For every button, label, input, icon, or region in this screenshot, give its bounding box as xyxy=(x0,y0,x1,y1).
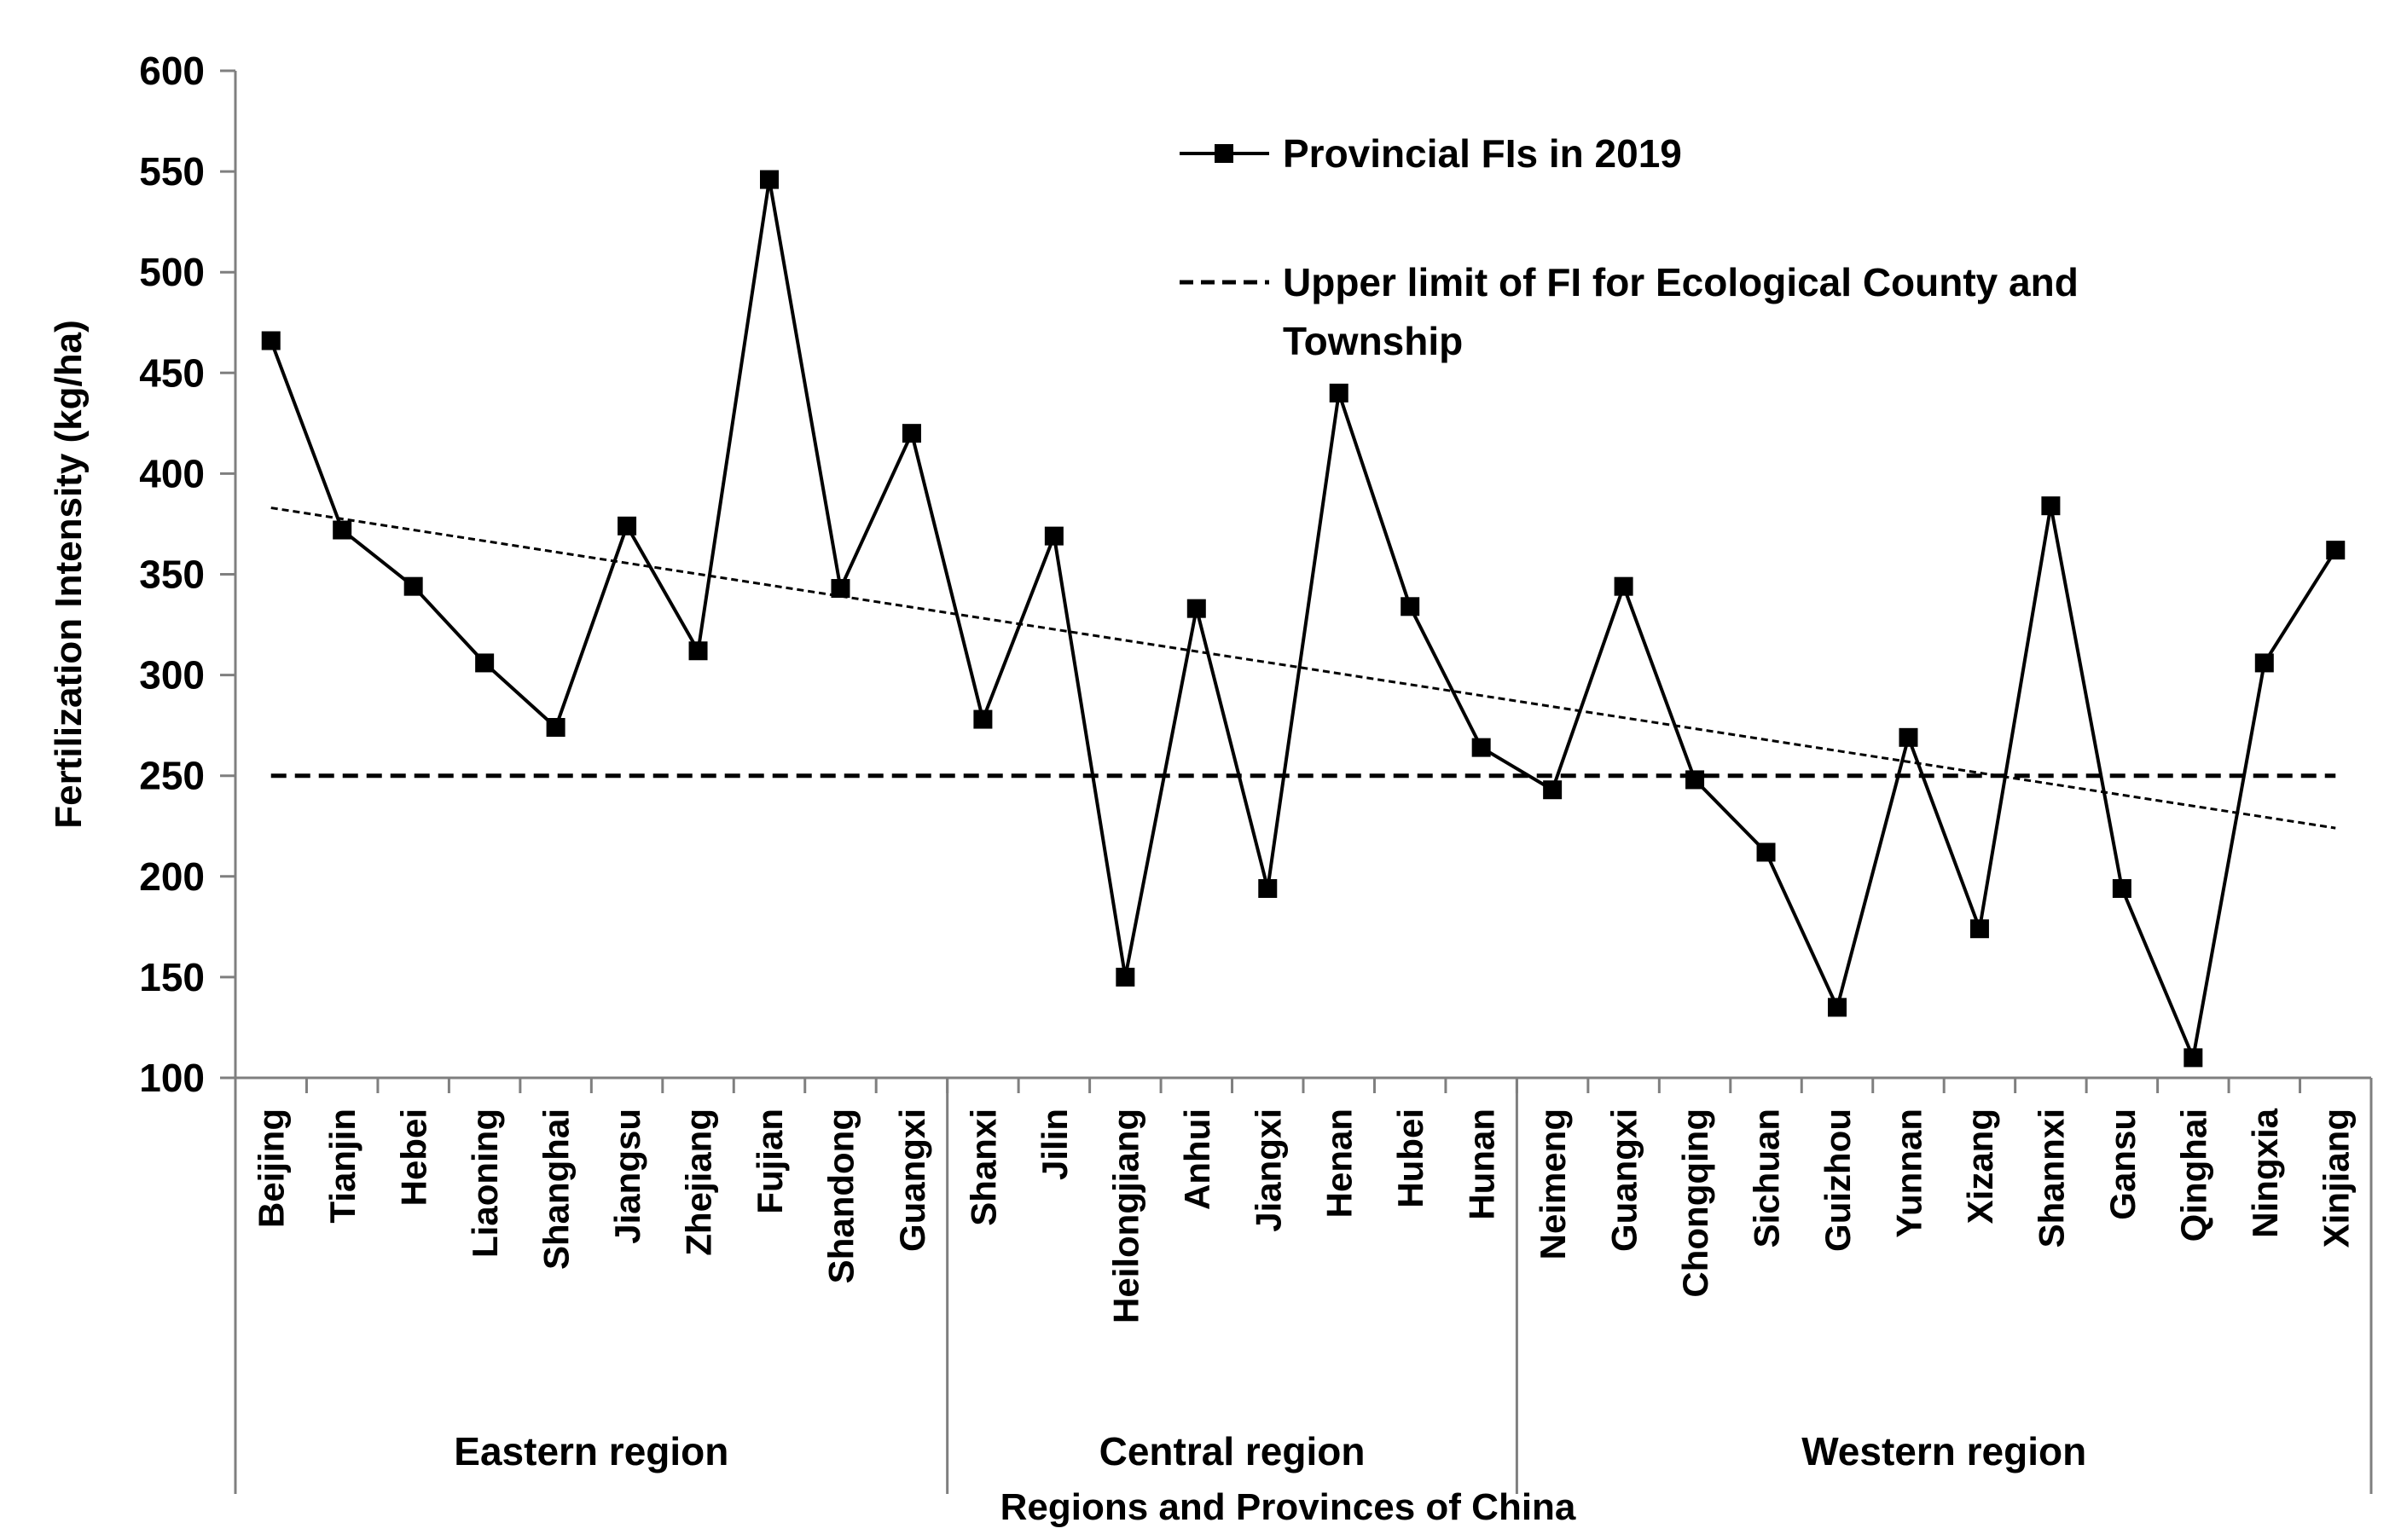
x-category-label: Yunnan xyxy=(1888,1109,1928,1238)
x-category-label: Ningxia xyxy=(2245,1108,2285,1237)
y-tick-label: 250 xyxy=(139,754,205,798)
fi-point xyxy=(973,709,993,729)
region-label: Eastern region xyxy=(454,1429,728,1473)
fi-point xyxy=(1685,770,1705,790)
fi-point xyxy=(2041,496,2061,516)
x-axis-title: Regions and Provinces of China xyxy=(1000,1486,1576,1528)
fi-point xyxy=(546,718,565,738)
region-group: Eastern region Central region Western regi… xyxy=(234,1078,2373,1494)
fi-point xyxy=(403,576,423,596)
x-category-label: Anhui xyxy=(1177,1109,1217,1210)
x-category-label: Liaoning xyxy=(465,1109,505,1258)
fi-point xyxy=(1471,738,1491,757)
series-group xyxy=(261,170,2346,1068)
y-tick-group: 100 150 200 250 300 350 400 450 500 550 600 xyxy=(139,49,235,1100)
x-category-label: Guizhou xyxy=(1818,1109,1858,1252)
x-category-label: Tianjin xyxy=(322,1109,362,1224)
fi-point xyxy=(475,653,495,673)
x-category-label: Jilin xyxy=(1035,1109,1075,1180)
fi-point xyxy=(333,520,352,540)
fi-point xyxy=(1401,597,1420,617)
fi-point xyxy=(831,579,850,599)
fi-point xyxy=(688,641,708,661)
y-tick-label: 600 xyxy=(139,49,205,93)
legend-label-fi: Provincial FIs in 2019 xyxy=(1283,131,1682,176)
fi-point xyxy=(1329,383,1348,402)
region-label: Western region xyxy=(1801,1429,2086,1473)
fi-point xyxy=(261,331,281,350)
legend-label-upper-limit-cont: Township xyxy=(1283,319,1463,363)
x-category-label: Beijing xyxy=(252,1109,292,1228)
x-category-label: Xinjiang xyxy=(2316,1109,2356,1248)
x-category-label: Hubei xyxy=(1390,1109,1430,1208)
x-category-label: Hunan xyxy=(1462,1109,1502,1220)
fi-point xyxy=(618,516,637,536)
y-tick-label: 450 xyxy=(139,350,205,395)
fi-point xyxy=(1756,842,1776,862)
x-category-label: Qinghai xyxy=(2173,1109,2213,1242)
x-category-label: Hebei xyxy=(394,1109,434,1206)
y-tick-label: 500 xyxy=(139,250,205,294)
fi-point xyxy=(1614,576,1633,596)
x-category-group: Beijing Tianjin Hebei Liaoning Shanghai Jiang… xyxy=(234,1078,2373,1323)
fi-point xyxy=(1186,599,1206,618)
trend-line xyxy=(270,507,2336,830)
fi-point xyxy=(1899,727,1918,747)
y-tick-label: 100 xyxy=(139,1056,205,1100)
fi-point xyxy=(2326,541,2346,560)
x-category-label: Sichuan xyxy=(1747,1109,1787,1248)
fi-point xyxy=(2184,1048,2203,1068)
x-category-label: Shannxi xyxy=(2031,1109,2071,1248)
fi-line xyxy=(269,179,2337,1064)
y-tick-label: 350 xyxy=(139,553,205,597)
x-category-label: Fujian xyxy=(750,1109,790,1214)
y-tick-label: 300 xyxy=(139,653,205,698)
x-category-label: Guangxi xyxy=(892,1109,932,1252)
y-tick-label: 550 xyxy=(139,149,205,194)
fi-point xyxy=(1543,780,1563,800)
fi-point xyxy=(1258,878,1278,898)
x-category-label: Jiangxi xyxy=(1248,1109,1288,1232)
fi-point xyxy=(760,170,779,189)
x-category-label: Gansu xyxy=(2102,1109,2143,1220)
legend-label-upper-limit: Upper limit of FI for Ecological County … xyxy=(1283,260,2079,304)
fi-point xyxy=(902,424,921,443)
x-category-label: Shandong xyxy=(821,1109,861,1283)
region-label: Central region xyxy=(1099,1429,1366,1473)
fi-point xyxy=(2112,878,2131,898)
fi-point xyxy=(1044,526,1064,546)
y-tick-label: 150 xyxy=(139,955,205,999)
x-category-label: Xizang xyxy=(1960,1109,2000,1224)
y-tick-label: 400 xyxy=(139,451,205,495)
x-category-label: Shanxi xyxy=(963,1109,1003,1226)
fi-point xyxy=(2254,653,2274,673)
legend: Provincial FIs in 2019 Upper limit of FI… xyxy=(1180,131,2079,363)
x-category-label: Neimeng xyxy=(1533,1109,1573,1259)
fi-point xyxy=(1828,998,1847,1017)
x-category-label: Guangxi xyxy=(1604,1109,1644,1252)
x-category-label: Heilongjiang xyxy=(1105,1109,1145,1323)
axes xyxy=(234,71,2371,1080)
fi-point xyxy=(1969,919,1989,939)
x-category-label: Zhejiang xyxy=(679,1109,719,1256)
y-tick-label: 200 xyxy=(139,854,205,899)
fi-point xyxy=(1116,967,1135,987)
x-category-label: Shanghai xyxy=(536,1109,577,1270)
y-axis-title: Fertilization Intensity (kg/ha) xyxy=(48,320,90,829)
legend-marker-fi xyxy=(1215,144,1233,163)
x-category-label: Chongqing xyxy=(1675,1109,1715,1298)
x-category-label: Jiangsu xyxy=(607,1109,647,1244)
x-category-label: Henan xyxy=(1319,1109,1360,1218)
